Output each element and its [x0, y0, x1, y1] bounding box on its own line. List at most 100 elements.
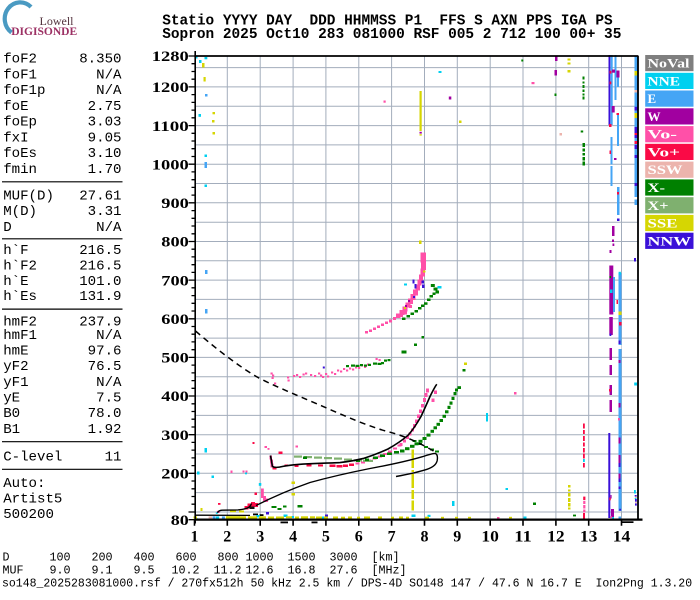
svg-text:[MHz]: [MHz] — [372, 564, 407, 578]
svg-text:foEs: foEs — [3, 146, 37, 162]
svg-text:foF1: foF1 — [3, 67, 37, 83]
svg-text:X+: X+ — [648, 198, 669, 213]
svg-text:12.6: 12.6 — [246, 564, 274, 578]
svg-text:200: 200 — [92, 551, 113, 565]
svg-text:8: 8 — [421, 528, 429, 545]
svg-text:M(D): M(D) — [3, 204, 37, 220]
svg-text:h`F: h`F — [3, 243, 28, 259]
svg-text:3.03: 3.03 — [88, 115, 122, 131]
svg-text:16.8: 16.8 — [288, 564, 316, 578]
svg-text:fmin: fmin — [3, 162, 37, 178]
svg-text:h`E: h`E — [3, 274, 28, 290]
svg-text:NNE: NNE — [648, 73, 681, 88]
svg-text:W: W — [648, 109, 661, 124]
svg-text:MUF(D): MUF(D) — [3, 188, 54, 204]
svg-text:N/A: N/A — [96, 67, 122, 83]
svg-text:1000: 1000 — [152, 157, 189, 173]
svg-text:foEp: foEp — [3, 115, 37, 131]
svg-text:NoVal: NoVal — [648, 56, 690, 71]
svg-text:D: D — [3, 551, 10, 565]
svg-text:900: 900 — [161, 196, 189, 212]
svg-text:800: 800 — [218, 551, 239, 565]
svg-text:fxI: fxI — [3, 131, 28, 147]
svg-text:10.2: 10.2 — [172, 564, 200, 578]
svg-text:600: 600 — [161, 312, 189, 328]
svg-text:N/A: N/A — [96, 220, 122, 236]
svg-text:yE: yE — [3, 391, 20, 407]
svg-text:2.75: 2.75 — [88, 99, 122, 115]
svg-text:Vo-: Vo- — [648, 127, 678, 142]
svg-text:SSW: SSW — [648, 162, 683, 177]
svg-text:Auto:: Auto: — [3, 476, 45, 492]
svg-text:500: 500 — [161, 351, 189, 367]
svg-text:D: D — [3, 220, 11, 236]
svg-text:8.350: 8.350 — [79, 52, 121, 68]
svg-text:400: 400 — [161, 389, 189, 405]
svg-text:100: 100 — [50, 551, 71, 565]
svg-text:1500: 1500 — [288, 551, 316, 565]
svg-text:h`F2: h`F2 — [3, 259, 37, 275]
svg-text:hmE: hmE — [3, 344, 28, 360]
svg-text:300: 300 — [161, 428, 189, 444]
svg-text:4: 4 — [289, 528, 297, 545]
svg-text:78.0: 78.0 — [88, 406, 122, 422]
svg-text:X-: X- — [648, 180, 666, 195]
svg-text:hmF2: hmF2 — [3, 314, 37, 330]
svg-text:3: 3 — [256, 528, 264, 545]
svg-text:3000: 3000 — [330, 551, 358, 565]
svg-text:200: 200 — [161, 467, 189, 483]
svg-text:27.6: 27.6 — [330, 564, 358, 578]
svg-text:12: 12 — [547, 528, 565, 545]
svg-text:800: 800 — [161, 235, 189, 251]
svg-text:C-level: C-level — [3, 450, 62, 466]
svg-text:foF1p: foF1p — [3, 83, 45, 99]
svg-text:3.10: 3.10 — [88, 146, 122, 162]
svg-text:1: 1 — [191, 528, 199, 545]
svg-text:9.0: 9.0 — [50, 564, 71, 578]
svg-text:97.6: 97.6 — [88, 344, 122, 360]
svg-text:76.5: 76.5 — [88, 359, 122, 375]
svg-text:N/A: N/A — [96, 328, 122, 344]
svg-text:10: 10 — [481, 528, 499, 545]
svg-text:B1: B1 — [3, 422, 20, 438]
svg-text:yF1: yF1 — [3, 375, 28, 391]
svg-text:1280: 1280 — [152, 49, 189, 65]
svg-text:600: 600 — [176, 551, 197, 565]
svg-text:yF2: yF2 — [3, 359, 28, 375]
svg-text:1.92: 1.92 — [88, 422, 122, 438]
svg-text:9.05: 9.05 — [88, 131, 122, 147]
svg-text:MUF: MUF — [3, 564, 24, 578]
svg-text:E: E — [648, 91, 657, 106]
svg-text:foE: foE — [3, 99, 28, 115]
svg-text:Statio YYYY DAY DDD HHMMSS P1: Statio YYYY DAY DDD HHMMSS P1 FFS S AXN … — [162, 14, 613, 30]
svg-text:237.9: 237.9 — [79, 314, 121, 330]
svg-text:101.0: 101.0 — [79, 274, 121, 290]
svg-text:80: 80 — [171, 513, 189, 529]
svg-text:1100: 1100 — [152, 119, 189, 135]
svg-text:so148_2025283081000.rsf / 270f: so148_2025283081000.rsf / 270fx512h 50 k… — [2, 578, 692, 591]
svg-text:Sopron 2025 Oct10 283 081000 R: Sopron 2025 Oct10 283 081000 RSF 005 2 7… — [162, 27, 621, 43]
svg-text:216.5: 216.5 — [79, 243, 121, 259]
svg-text:500200: 500200 — [3, 507, 54, 523]
svg-text:1000: 1000 — [246, 551, 274, 565]
svg-text:9.1: 9.1 — [92, 564, 113, 578]
svg-text:2: 2 — [223, 528, 231, 545]
svg-text:400: 400 — [134, 551, 155, 565]
svg-text:foF2: foF2 — [3, 52, 37, 68]
svg-text:Vo+: Vo+ — [648, 144, 681, 159]
svg-text:Artist5: Artist5 — [3, 492, 62, 508]
svg-text:9: 9 — [453, 528, 461, 545]
svg-text:Lowell: Lowell — [40, 14, 75, 28]
svg-text:27.61: 27.61 — [79, 188, 121, 204]
svg-text:11: 11 — [105, 450, 122, 466]
svg-text:1200: 1200 — [152, 80, 189, 96]
svg-text:SSE: SSE — [648, 216, 678, 231]
svg-text:216.5: 216.5 — [79, 259, 121, 275]
svg-text:hmF1: hmF1 — [3, 328, 37, 344]
svg-text:N/A: N/A — [96, 375, 122, 391]
svg-text:5: 5 — [322, 528, 330, 545]
svg-text:9.5: 9.5 — [134, 564, 155, 578]
svg-text:13: 13 — [580, 528, 598, 545]
svg-text:7: 7 — [388, 528, 396, 545]
svg-text:B0: B0 — [3, 406, 20, 422]
